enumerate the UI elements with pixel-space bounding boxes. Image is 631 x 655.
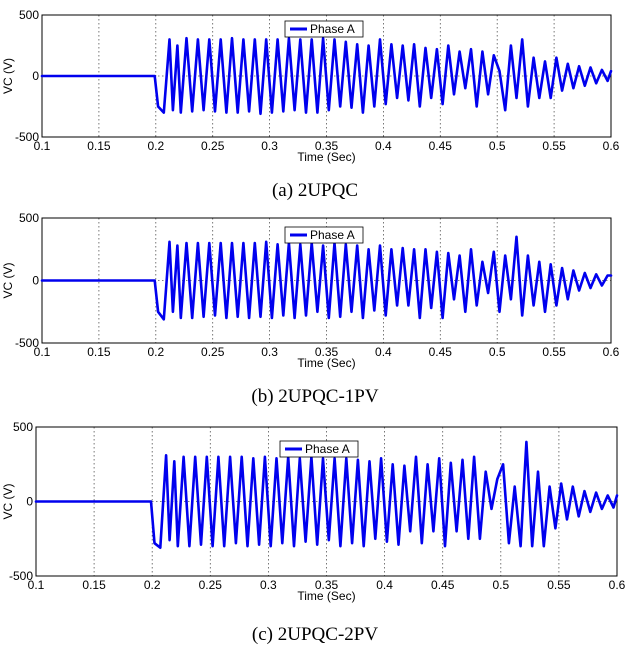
x-tick-label: 0.4	[375, 345, 392, 359]
y-tick-label: 0	[32, 274, 39, 288]
y-tick-label: 500	[19, 211, 39, 225]
x-tick-label: 0.6	[603, 139, 620, 153]
x-tick-label: 0.5	[492, 578, 509, 592]
x-tick-label: 0.2	[144, 578, 161, 592]
x-tick-label: 0.35	[315, 139, 339, 153]
x-tick-label: 0.1	[34, 345, 51, 359]
x-tick-label: 0.55	[547, 578, 571, 592]
x-tick-label: 0.3	[261, 139, 278, 153]
x-tick-label: 0.45	[429, 139, 453, 153]
series-line-phase-a	[34, 440, 619, 549]
y-tick-label: -500	[9, 569, 33, 583]
x-tick-label: 0.3	[260, 578, 277, 592]
legend-label: Phase A	[310, 228, 355, 242]
y-tick-label: 0	[26, 495, 33, 509]
y-tick-label: -500	[15, 130, 39, 144]
x-tick-label: 0.25	[201, 139, 225, 153]
x-tick-label: 0.1	[28, 578, 45, 592]
x-tick-label: 0.5	[489, 139, 506, 153]
y-tick-label: 500	[13, 420, 33, 434]
x-tick-label: 0.6	[603, 345, 620, 359]
x-tick-label: 0.45	[431, 578, 455, 592]
x-axis-label: Time (Sec)	[297, 589, 355, 603]
x-axis-label: Time (Sec)	[297, 150, 355, 164]
chart-panel-2: 0.1 0.15 0.2 0.25 0.3 0.35 0.4 0.45 0.5 0.55 0.6 -5…	[1, 420, 626, 645]
y-axis-label: VC (V)	[1, 262, 15, 298]
x-tick-label: 0.35	[315, 578, 339, 592]
x-tick-label: 0.55	[542, 345, 566, 359]
x-tick-label: 0.45	[429, 345, 453, 359]
x-tick-label: 0.5	[489, 345, 506, 359]
x-tick-label: 0.3	[261, 345, 278, 359]
chart-panel-0: 0.1 0.15 0.2 0.25 0.3 0.35 0.4 0.45 0.5 0.55 0.6 -5…	[1, 8, 620, 201]
y-tick-label: -500	[15, 336, 39, 350]
x-tick-label: 0.6	[609, 578, 626, 592]
x-tick-label: 0.25	[201, 345, 225, 359]
x-tick-label: 0.25	[199, 578, 223, 592]
y-axis-label: VC (V)	[1, 483, 15, 519]
figure-caption: (b) 2UPQC-1PV	[251, 386, 378, 407]
x-tick-label: 0.15	[87, 345, 111, 359]
legend-label: Phase A	[305, 442, 350, 456]
x-axis-label: Time (Sec)	[297, 356, 355, 370]
x-tick-label: 0.4	[376, 578, 393, 592]
legend-box	[284, 226, 364, 244]
figure-caption: (c) 2UPQC-2PV	[252, 624, 378, 645]
x-tick-label: 0.2	[147, 139, 164, 153]
x-tick-label: 0.15	[82, 578, 106, 592]
legend-box	[284, 20, 364, 38]
figure-caption: (a) 2UPQC	[272, 180, 358, 201]
x-tick-label: 0.1	[34, 139, 51, 153]
chart-panel-1: 0.1 0.15 0.2 0.25 0.3 0.35 0.4 0.45 0.5 0.55 0.6 -5…	[1, 211, 620, 407]
y-tick-label: 500	[19, 8, 39, 22]
y-tick-label: 0	[32, 69, 39, 83]
x-tick-label: 0.15	[87, 139, 111, 153]
y-axis-label: VC (V)	[1, 58, 15, 94]
series-line-phase-a	[40, 36, 613, 116]
legend-box	[279, 440, 359, 458]
series-line-phase-a	[40, 235, 613, 321]
x-tick-label: 0.2	[147, 345, 164, 359]
legend-label: Phase A	[310, 22, 355, 36]
x-tick-label: 0.55	[542, 139, 566, 153]
x-tick-label: 0.35	[315, 345, 339, 359]
x-tick-label: 0.4	[375, 139, 392, 153]
